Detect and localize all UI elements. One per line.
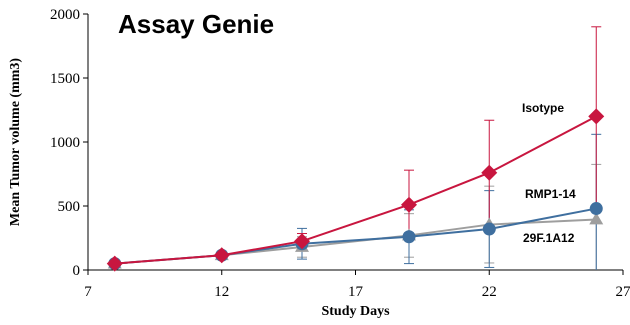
circle-marker — [589, 202, 603, 216]
y-tick-label: 1000 — [50, 135, 80, 151]
x-tick-label: 17 — [348, 284, 364, 300]
diamond-marker — [294, 233, 310, 250]
axes: 0 500 1000 1500 2000 7 12 17 22 27 — [50, 7, 630, 300]
series-line — [114, 115, 597, 265]
y-tick-label: 2000 — [50, 7, 80, 23]
y-tick-label: 0 — [73, 263, 81, 279]
y-tick-label: 500 — [58, 199, 81, 215]
circle-marker — [482, 222, 496, 236]
diamond-marker — [481, 164, 498, 181]
x-tick-label: 22 — [482, 284, 497, 300]
x-tick-label: 12 — [214, 284, 229, 300]
series-label: Isotype — [522, 101, 564, 115]
series-lines — [114, 115, 597, 265]
x-axis-title: Study Days — [321, 304, 390, 319]
circle-marker — [402, 230, 416, 244]
series-markers — [106, 108, 605, 272]
diamond-marker — [106, 255, 123, 272]
watermark-logo-text: Assay Genie — [118, 9, 274, 39]
x-tick-label: 27 — [616, 284, 630, 300]
labels: Study Days Mean Tumor volume (mm3) Isotype… — [8, 58, 576, 319]
series-label: 29F.1A12 — [523, 231, 575, 245]
y-axis-title: Mean Tumor volume (mm3) — [8, 58, 23, 226]
series-label: RMP1-14 — [525, 187, 576, 201]
diamond-marker — [588, 108, 605, 125]
triangle-marker — [589, 212, 604, 225]
x-tick-label: 7 — [84, 284, 92, 300]
y-tick-label: 1500 — [50, 71, 80, 87]
diamond-marker — [213, 247, 230, 264]
diamond-marker — [401, 196, 417, 213]
